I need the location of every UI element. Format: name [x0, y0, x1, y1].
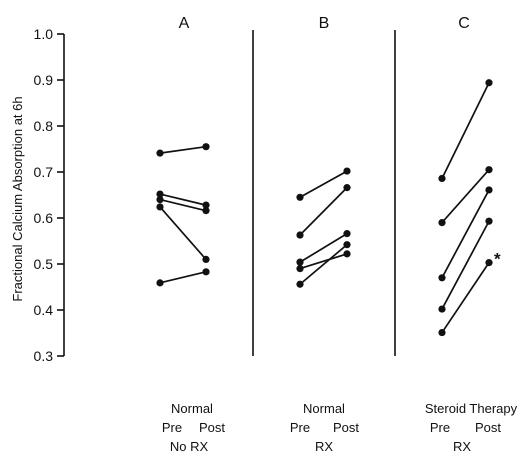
post-point	[343, 250, 351, 258]
subject-line	[441, 189, 490, 279]
y-tick-label: 0.4	[34, 302, 54, 318]
pre-point	[296, 280, 304, 288]
post-point	[485, 166, 493, 174]
pre-point	[438, 219, 446, 227]
subject-line	[299, 244, 348, 285]
pre-point	[156, 149, 164, 157]
subject-line	[299, 253, 348, 270]
treatment-label: RX	[453, 439, 471, 454]
y-tick-label: 0.6	[34, 210, 54, 226]
group-label: Normal	[303, 401, 345, 416]
pre-point	[296, 193, 304, 201]
x-label-post: Post	[333, 420, 359, 435]
subject-line	[299, 187, 348, 236]
x-label-post: Post	[475, 420, 501, 435]
panel-title: C	[458, 15, 470, 32]
panel-title: A	[179, 15, 190, 32]
y-tick-label: 0.9	[34, 72, 54, 88]
post-point	[343, 184, 351, 192]
y-axis-label: Fractional Calcium Absorption at 6h	[10, 96, 25, 301]
pre-point	[156, 190, 164, 198]
post-point	[202, 207, 210, 215]
subject-line	[441, 169, 490, 224]
x-label-post: Post	[199, 420, 225, 435]
pre-point	[156, 203, 164, 211]
subject-line	[441, 262, 490, 334]
group-label: Normal	[171, 401, 213, 416]
subject-line	[159, 206, 207, 260]
subject-line	[441, 82, 490, 179]
pre-point	[156, 279, 164, 287]
post-point	[343, 230, 351, 238]
panel-title: B	[319, 15, 330, 32]
post-point	[202, 255, 210, 263]
group-label: Steroid Therapy	[425, 401, 518, 416]
y-tick-label: 0.5	[34, 256, 54, 272]
post-point	[202, 201, 210, 209]
panel-A: A Normal Pre Post No RX	[156, 15, 225, 454]
subject-line	[159, 193, 207, 206]
post-point	[485, 186, 493, 194]
post-point	[343, 167, 351, 175]
post-point	[202, 268, 210, 276]
x-label-pre: Pre	[430, 420, 450, 435]
significance-annotation: *	[494, 250, 501, 269]
pre-point	[296, 231, 304, 239]
panel-dividers	[252, 30, 396, 356]
x-label-pre: Pre	[290, 420, 310, 435]
y-tick-label: 0.3	[34, 348, 54, 364]
pre-point	[438, 328, 446, 337]
post-point	[485, 217, 493, 225]
x-label-pre: Pre	[162, 420, 182, 435]
subject-line	[159, 198, 207, 212]
pre-point	[438, 274, 446, 282]
subject-line	[441, 220, 490, 310]
y-tick-label: 0.7	[34, 164, 54, 180]
post-point	[202, 143, 210, 151]
y-axis: 0.3 0.4 0.5 0.6 0.7 0.8 0.9 1.0 Fractional Calc…	[10, 26, 65, 364]
subject-line	[299, 170, 348, 199]
pre-point	[296, 258, 304, 266]
post-point	[485, 259, 493, 267]
panel-C: C * Steroid Therapy Pre Post RX	[425, 15, 518, 454]
treatment-label: RX	[315, 439, 333, 454]
y-tick-label: 1.0	[34, 26, 54, 42]
post-point	[485, 79, 493, 87]
subject-line	[159, 270, 207, 284]
pre-point	[438, 305, 446, 313]
subject-line	[299, 232, 348, 263]
y-tick-label: 0.8	[34, 118, 54, 134]
pre-point	[438, 174, 446, 183]
pre-point	[156, 196, 164, 204]
treatment-label: No RX	[170, 439, 209, 454]
pre-point	[296, 265, 304, 273]
post-point	[343, 241, 351, 249]
subject-line	[159, 145, 207, 154]
